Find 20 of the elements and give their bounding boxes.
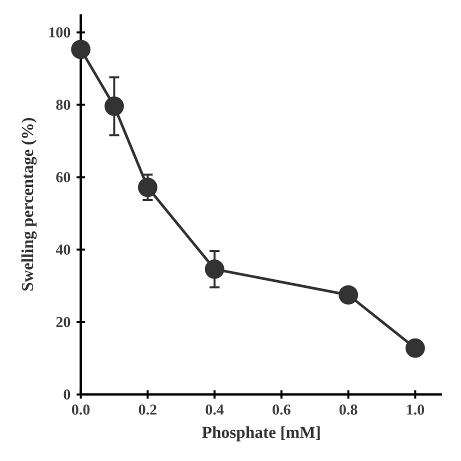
y-tick-label: 20 [56,316,70,328]
y-axis-title: Swelling percentage (%) [21,118,37,291]
point [71,40,90,60]
x-tick-label: 0.6 [272,404,290,415]
point [338,285,358,305]
y-tick-label: 80 [56,100,70,110]
point [138,178,158,198]
x-tick-label: 1.0 [407,404,424,415]
x-tick-label: 0.4 [206,404,224,415]
x-tick-label: 0.0 [72,404,90,415]
y-tick-label: 100 [49,27,70,38]
x-axis-title: Phosphate [mM] [202,426,320,442]
y-tick-label: 0 [64,389,70,400]
point [104,96,124,116]
point [406,338,425,358]
x-tick-label: 0.2 [138,404,156,415]
y-tick-label: 40 [56,244,70,255]
x-tick-label: 0.8 [340,404,358,415]
point [204,259,224,279]
y-tick-label: 60 [56,172,70,182]
